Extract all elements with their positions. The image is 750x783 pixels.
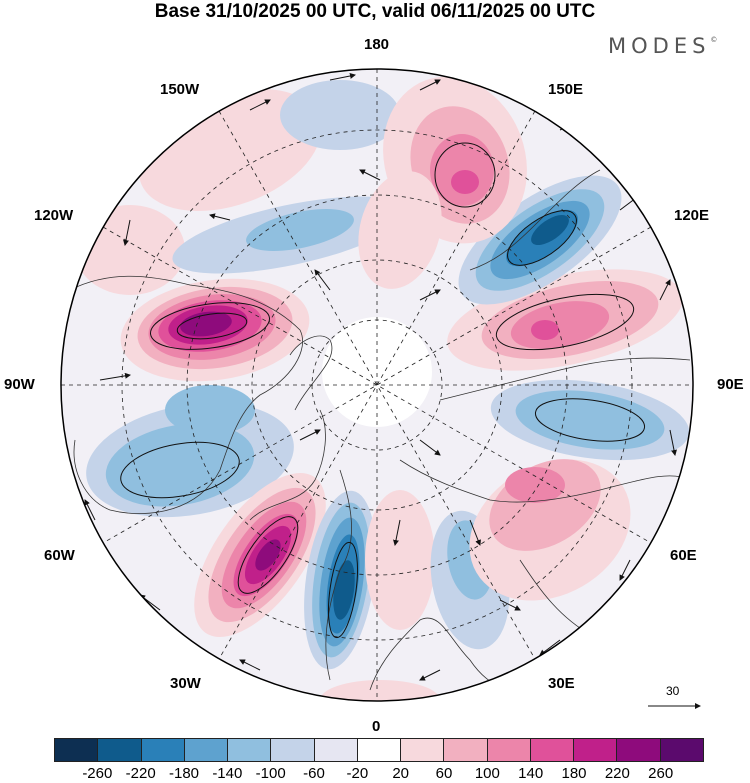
colorbar-tick-label: 260 [648, 765, 674, 782]
colorbar-tick-label: -60 [303, 765, 325, 782]
lon-label-60e: 60E [670, 547, 697, 564]
lon-label-120w: 120W [34, 207, 74, 224]
colorbar-tick-label: 180 [561, 765, 587, 782]
colorbar-tick-label: -100 [255, 765, 286, 782]
colorbar-tick-label: -20 [346, 765, 369, 782]
colorbar-segment [574, 739, 618, 761]
lon-label-180: 180 [364, 36, 390, 53]
lon-label-150e: 150E [548, 81, 584, 98]
colorbar-segment [141, 739, 185, 761]
colorbar-tick-label: -220 [125, 765, 156, 782]
colorbar-tick-label: -140 [212, 765, 243, 782]
colorbar-segment [530, 739, 575, 761]
coastlines [69, 169, 691, 691]
lon-label-30w: 30W [170, 675, 201, 692]
wind-vectors [84, 73, 677, 681]
colorbar-segment [98, 739, 142, 761]
lon-label-60w: 60W [44, 547, 75, 564]
colorbar-segment [617, 739, 661, 761]
colorbar-segment [357, 739, 402, 761]
colorbar-tick-label: 60 [435, 765, 453, 782]
colorbar-tick-label: 140 [518, 765, 544, 782]
colorbar [54, 738, 704, 762]
colorbar-segment [55, 739, 99, 761]
colorbar-ticks: -260 -220 -180 -140 -100 -60 -20 20 60 100 140 180 2… [54, 765, 704, 783]
brand-logo: MODES© [608, 34, 718, 58]
map-title: Base 31/10/2025 00 UTC, valid 06/11/2025… [154, 1, 596, 22]
colorbar-tick-label: -180 [168, 765, 200, 782]
colorbar-segment [228, 739, 272, 761]
colorbar-tick-label: -260 [82, 765, 113, 782]
colorbar-segment [184, 739, 229, 761]
colorbar-segment [660, 739, 703, 761]
colorbar-tick-label: 100 [474, 765, 500, 782]
lon-label-90e: 90E [717, 376, 744, 393]
colorbar-segment [271, 739, 315, 761]
colorbar-tick-label: 20 [392, 765, 409, 782]
colorbar-segment [444, 739, 488, 761]
lon-label-90w: 90W [4, 376, 35, 393]
lon-label-150w: 150W [160, 81, 200, 98]
graticule [61, 69, 693, 701]
polar-map [60, 68, 701, 709]
colorbar-segment [487, 739, 531, 761]
anomaly-field [61, 69, 693, 701]
colorbar-tick-label: 220 [604, 765, 630, 782]
lon-label-120e: 120E [674, 207, 710, 224]
vector-scale-label: 30 [666, 684, 680, 698]
colorbar-segment [314, 739, 358, 761]
lon-label-0: 0 [372, 718, 381, 735]
lon-label-30e: 30E [548, 675, 575, 692]
colorbar-segment [401, 739, 445, 761]
